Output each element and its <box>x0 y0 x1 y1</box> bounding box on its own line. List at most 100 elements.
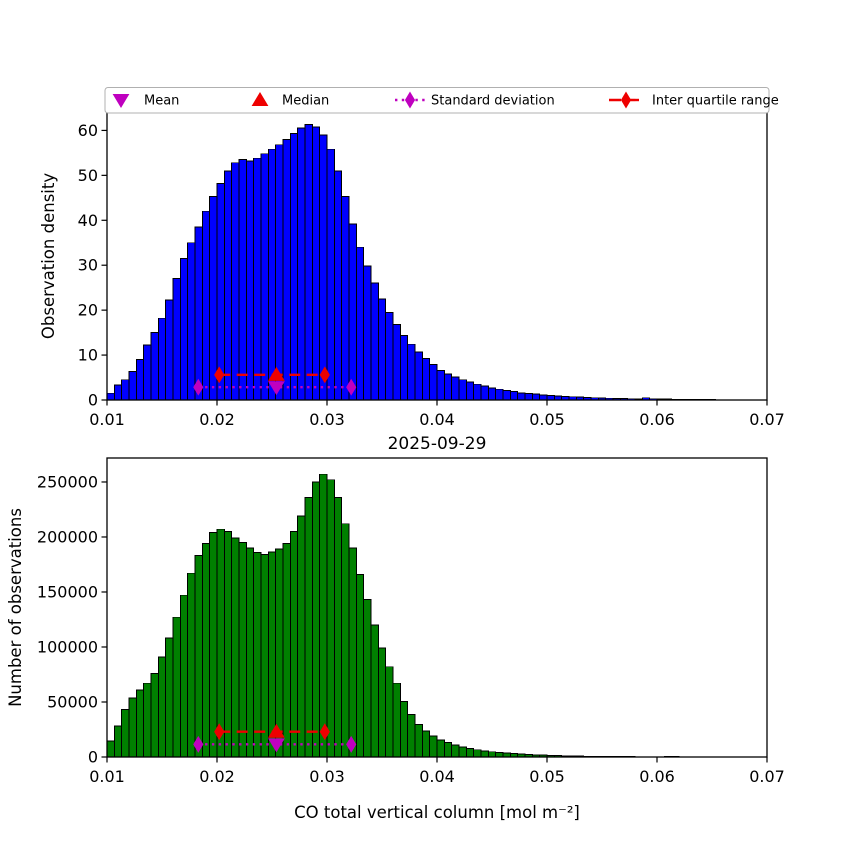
legend-label: Inter quartile range <box>652 94 779 109</box>
x-tick-label: 0.03 <box>309 767 345 786</box>
histogram-bar <box>503 391 510 400</box>
histogram-bar <box>474 750 481 757</box>
histogram-bar <box>393 325 400 400</box>
histogram-bar <box>107 741 114 757</box>
histogram-bar <box>144 683 151 757</box>
histogram-bar <box>173 617 180 757</box>
x-tick-label: 0.04 <box>419 767 455 786</box>
histogram-bar <box>232 538 239 757</box>
histogram-bar <box>114 726 121 757</box>
histogram-bar <box>298 516 305 757</box>
histogram-bar <box>422 731 429 757</box>
histogram-bar <box>158 657 165 757</box>
x-tick-label: 0.01 <box>89 410 125 429</box>
histogram-bar <box>364 600 371 757</box>
histogram-bar <box>239 542 246 757</box>
histogram-bar <box>430 365 437 400</box>
histogram-bar <box>532 394 539 400</box>
histogram-bar <box>210 196 217 400</box>
histogram-bar <box>202 544 209 757</box>
histogram-bar <box>312 482 319 757</box>
histogram-bar <box>232 163 239 400</box>
x-tick-label: 0.06 <box>639 767 675 786</box>
histogram-bar <box>173 279 180 400</box>
histogram-bar <box>386 667 393 757</box>
histogram-bar <box>107 393 114 400</box>
histogram-bar <box>305 125 312 400</box>
histogram-bar <box>180 595 187 757</box>
x-tick-label: 0.05 <box>529 410 565 429</box>
histogram-bar <box>276 145 283 400</box>
histogram-bar <box>481 751 488 757</box>
y-tick-label: 150000 <box>37 582 98 601</box>
x-tick-label: 0.01 <box>89 767 125 786</box>
x-tick-label: 0.02 <box>199 410 235 429</box>
histogram-bar <box>422 359 429 400</box>
y-tick-label: 50 <box>78 166 98 185</box>
histogram-bar <box>349 548 356 757</box>
y-tick-label: 0 <box>88 391 98 410</box>
histogram-bar <box>474 384 481 400</box>
histogram-bar <box>261 555 268 757</box>
histogram-bar <box>210 533 217 757</box>
histogram-bar <box>239 160 246 400</box>
histogram-bar <box>342 196 349 400</box>
histogram-bar <box>547 396 554 400</box>
histogram-bar <box>510 392 517 400</box>
histogram-bar <box>452 377 459 400</box>
histogram-bar <box>261 154 268 400</box>
histogram-bar <box>342 524 349 757</box>
histogram-bar <box>327 149 334 400</box>
histogram-bar <box>268 149 275 400</box>
histogram-bar <box>122 710 129 757</box>
y-axis-label: Number of observations <box>6 508 25 707</box>
x-axis-label: CO total vertical column [mol m⁻²] <box>294 803 580 822</box>
histogram-bar <box>129 372 136 400</box>
histogram-bar <box>136 360 143 400</box>
histogram-bar <box>246 548 253 757</box>
histogram-bar <box>378 648 385 757</box>
histogram-bar <box>195 227 202 400</box>
histogram-bar <box>488 752 495 757</box>
histogram-bar <box>305 497 312 757</box>
histogram-bar <box>188 243 195 400</box>
histogram-bar <box>283 544 290 757</box>
histogram-bar <box>151 673 158 757</box>
histogram-bar <box>481 386 488 400</box>
histogram-bar <box>437 370 444 400</box>
y-tick-label: 200000 <box>37 527 98 546</box>
y-axis-label: Observation density <box>39 173 58 339</box>
histogram-bar <box>129 698 136 757</box>
y-tick-label: 10 <box>78 346 98 365</box>
histogram-bar <box>327 480 334 757</box>
histogram-bar <box>525 393 532 400</box>
x-tick-label: 0.07 <box>749 767 785 786</box>
histogram-bar <box>459 747 466 757</box>
histogram-bar <box>540 395 547 400</box>
histogram-bar <box>217 183 224 400</box>
histogram-bar <box>459 380 466 400</box>
histogram-bar <box>283 139 290 400</box>
legend-label: Mean <box>144 94 179 109</box>
y-tick-label: 50000 <box>47 692 98 711</box>
histogram-bar <box>430 736 437 757</box>
histogram-bar <box>518 393 525 400</box>
histogram-bar <box>408 715 415 757</box>
y-tick-label: 100000 <box>37 637 98 656</box>
histogram-bar <box>349 224 356 400</box>
histogram-bar <box>488 388 495 400</box>
histogram-bar <box>254 158 261 400</box>
histogram-bar <box>400 335 407 400</box>
y-tick-label: 0 <box>88 748 98 767</box>
histogram-bar <box>415 725 422 757</box>
histogram-bar <box>466 382 473 400</box>
histogram-bar <box>496 389 503 400</box>
histogram-bar <box>452 745 459 757</box>
histogram-bar <box>437 740 444 757</box>
histogram-bar <box>151 333 158 400</box>
histogram-bar <box>496 752 503 757</box>
histogram-bar <box>444 374 451 400</box>
histogram-bar <box>268 552 275 757</box>
